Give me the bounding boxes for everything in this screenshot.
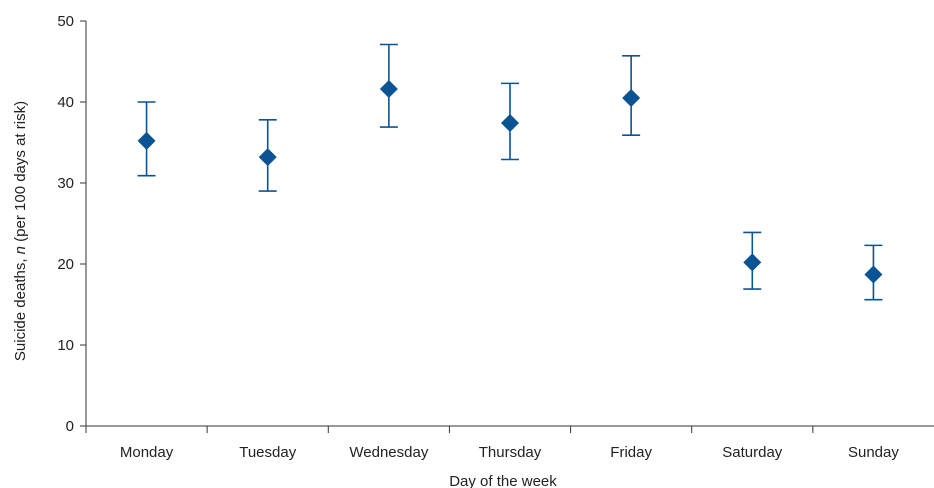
x-tick-label: Saturday	[722, 444, 783, 461]
data-point	[622, 89, 640, 107]
x-axis: Monday Tuesday Wednesday Thursday Friday Satu…	[86, 426, 934, 461]
data-point-group	[743, 232, 761, 289]
data-point	[501, 114, 519, 132]
y-axis-title-italic: n	[12, 246, 29, 254]
y-tick-label: 20	[57, 256, 74, 273]
data-point	[864, 266, 882, 284]
data-point	[743, 253, 761, 271]
data-point	[259, 148, 277, 166]
x-tick-label: Thursday	[479, 444, 542, 461]
y-axis-title-prefix: Suicide deaths,	[12, 254, 29, 361]
x-tick-label: Sunday	[848, 444, 899, 461]
y-axis: 0 10 20 30 40 50	[57, 13, 86, 435]
y-tick-label: 0	[66, 418, 74, 435]
data-point-group	[259, 120, 277, 191]
data-point-group	[864, 245, 882, 299]
y-tick-label: 50	[57, 13, 74, 30]
x-tick-label: Tuesday	[239, 444, 296, 461]
x-tick-label: Friday	[610, 444, 652, 461]
x-tick-label: Wednesday	[349, 444, 428, 461]
y-axis-title: Suicide deaths, n (per 100 days at risk)	[12, 101, 29, 361]
y-tick-label: 30	[57, 175, 74, 192]
data-point-group	[622, 56, 640, 135]
data-point	[380, 80, 398, 98]
data-marks	[138, 44, 883, 299]
data-point-group	[380, 44, 398, 127]
x-tick-label: Monday	[120, 444, 174, 461]
data-point-group	[138, 102, 156, 176]
y-tick-label: 10	[57, 337, 74, 354]
y-tick-label: 40	[57, 94, 74, 111]
y-axis-title-suffix: (per 100 days at risk)	[12, 101, 29, 246]
data-point	[138, 132, 156, 150]
x-axis-title: Day of the week	[449, 473, 557, 488]
data-point-group	[501, 83, 519, 159]
